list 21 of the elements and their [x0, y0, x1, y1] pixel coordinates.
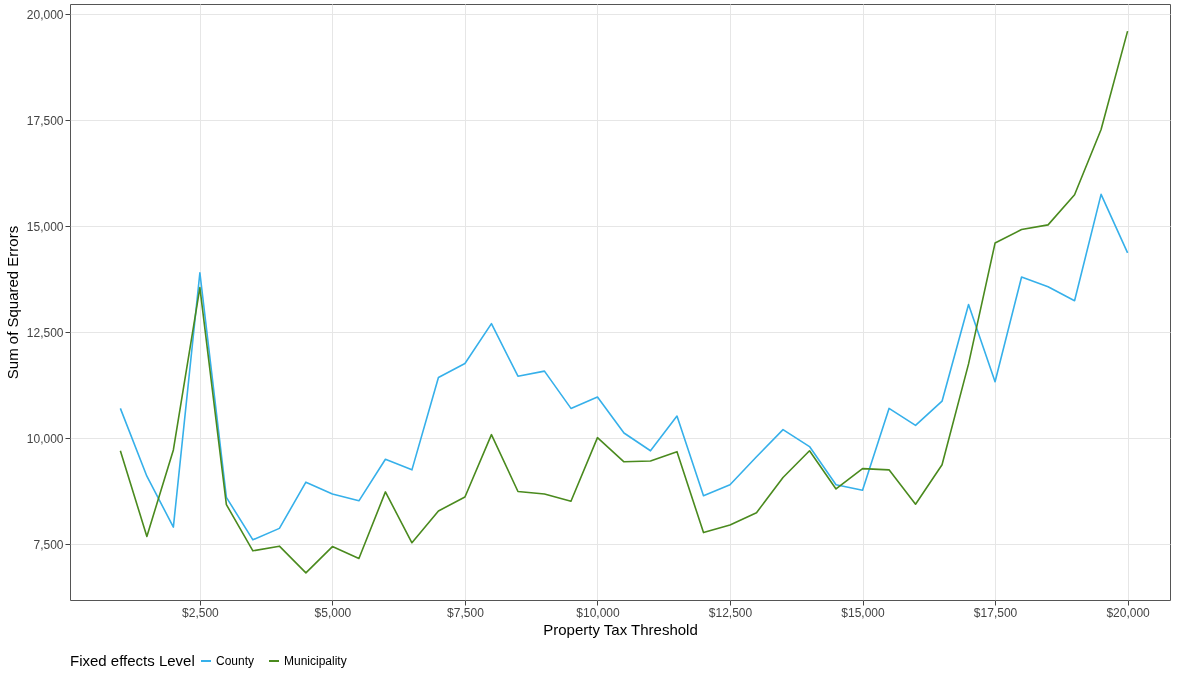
x-tick-label: $20,000 [1106, 605, 1151, 620]
legend-label: Municipality [284, 654, 347, 668]
x-tick-label: $5,000 [314, 605, 352, 620]
y-tick-label: 20,000 [26, 7, 64, 22]
x-tick-label: $12,500 [708, 605, 753, 620]
line-series [119, 30, 1129, 574]
y-tick-label: 15,000 [26, 219, 64, 234]
x-tick-label: $7,500 [447, 605, 485, 620]
y-tick-label: 17,500 [26, 113, 64, 128]
line-series [119, 193, 1129, 541]
x-tick-label: $2,500 [182, 605, 220, 620]
y-axis-title: Sum of Squared Errors [3, 225, 21, 380]
x-tick-label: $10,000 [576, 605, 620, 620]
y-tick-label: 10,000 [26, 431, 64, 446]
y-tick-label: 7,500 [33, 537, 64, 552]
y-tick-label: 12,500 [26, 325, 64, 340]
legend-title: Fixed effects Level [70, 652, 195, 669]
legend-label: County [216, 654, 255, 668]
x-tick-label: $15,000 [841, 605, 886, 620]
x-axis-title: Property Tax Threshold [543, 620, 698, 638]
x-tick-label: $17,500 [973, 605, 1018, 620]
